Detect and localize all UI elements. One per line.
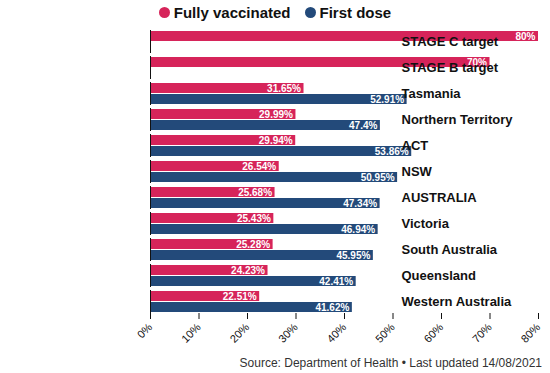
svg-text:NSW: NSW — [402, 164, 433, 179]
svg-text:26.54%: 26.54% — [242, 161, 276, 172]
svg-text:AUSTRALIA: AUSTRALIA — [402, 190, 478, 205]
svg-text:50%: 50% — [373, 321, 397, 345]
html-text:First dose: First dose — [319, 3, 392, 21]
svg-text:29.94%: 29.94% — [259, 135, 293, 146]
svg-text:24.23%: 24.23% — [231, 265, 265, 276]
svg-text:30%: 30% — [276, 321, 300, 345]
svg-text:25.43%: 25.43% — [237, 213, 271, 224]
svg-text:Queensland: Queensland — [402, 268, 476, 283]
svg-text:Tasmania: Tasmania — [402, 86, 462, 101]
svg-text:ACT: ACT — [402, 138, 429, 153]
svg-text:STAGE B target: STAGE B target — [402, 60, 499, 75]
svg-text:10%: 10% — [179, 321, 203, 345]
svg-text:52.91%: 52.91% — [370, 94, 404, 105]
html-text:Fully vaccinated: Fully vaccinated — [173, 3, 291, 21]
svg-text:20%: 20% — [227, 321, 251, 345]
svg-text:31.65%: 31.65% — [267, 83, 301, 94]
svg-text:Northern Territory: Northern Territory — [402, 112, 514, 127]
svg-text:Western Australia: Western Australia — [402, 294, 513, 309]
svg-text:STAGE C target: STAGE C target — [402, 34, 499, 49]
svg-text:70%: 70% — [470, 321, 494, 345]
svg-text:47.34%: 47.34% — [343, 198, 377, 209]
svg-text:60%: 60% — [421, 321, 445, 345]
svg-text:Victoria: Victoria — [402, 216, 450, 231]
svg-text:0%: 0% — [135, 321, 155, 341]
svg-text:45.95%: 45.95% — [336, 250, 370, 261]
svg-text:47.4%: 47.4% — [349, 120, 377, 131]
svg-text:50.95%: 50.95% — [361, 172, 395, 183]
svg-text:40%: 40% — [324, 321, 348, 345]
svg-text:South Australia: South Australia — [402, 242, 498, 257]
html-text:Source: Department of Health •: Source: Department of Health • Last upda… — [239, 356, 542, 370]
svg-text:41.62%: 41.62% — [315, 302, 349, 313]
svg-text:80%: 80% — [515, 31, 535, 42]
svg-text:53.86%: 53.86% — [374, 145, 409, 157]
svg-text:42.41%: 42.41% — [319, 276, 353, 287]
svg-text:80%: 80% — [518, 321, 542, 345]
svg-text:22.51%: 22.51% — [223, 291, 257, 302]
svg-text:25.28%: 25.28% — [236, 239, 270, 250]
svg-text:25.68%: 25.68% — [238, 187, 272, 198]
svg-text:29.99%: 29.99% — [259, 109, 293, 120]
svg-text:46.94%: 46.94% — [341, 224, 375, 235]
